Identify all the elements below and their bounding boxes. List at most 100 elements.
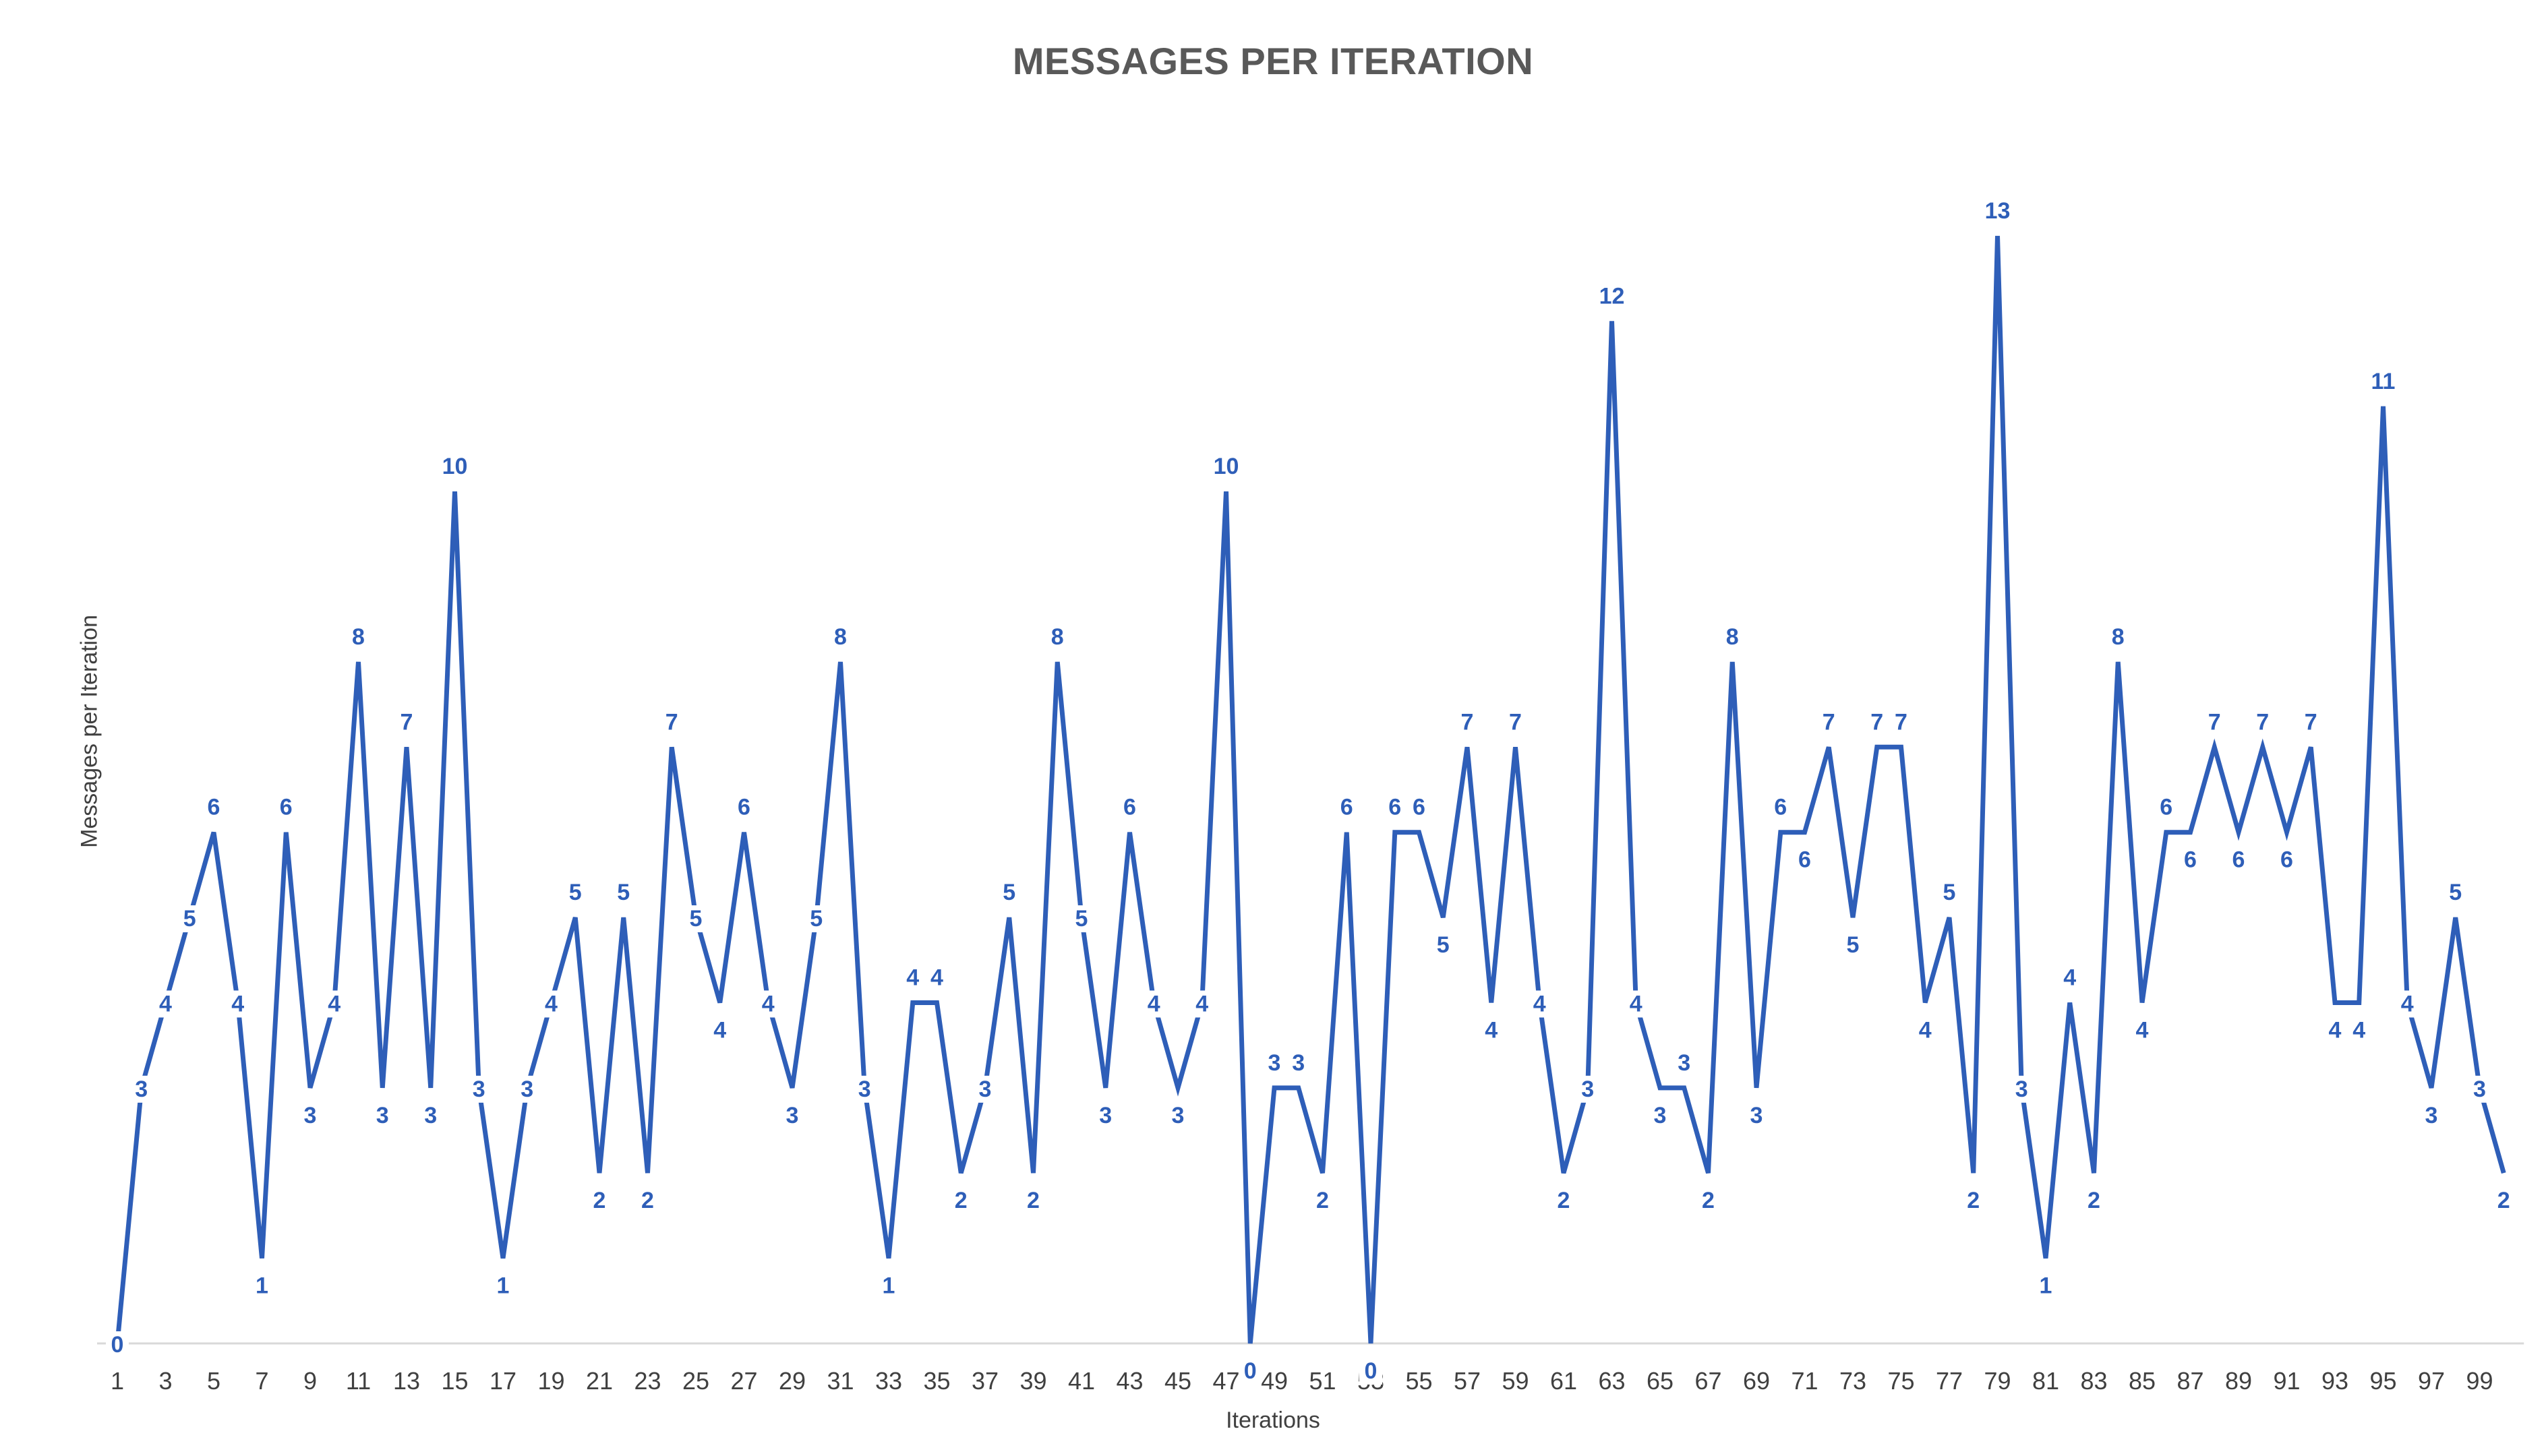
x-tick-labels: 1 3 5 7 9 11 13 15 17 19 21 23 25 27 29 31 33 35 37 39 41 43 4… <box>111 1367 2493 1395</box>
data-label: 6 <box>1798 847 1811 873</box>
x-tick-label: 47 <box>1212 1367 1239 1395</box>
data-label: 3 <box>1750 1103 1763 1128</box>
data-label: 3 <box>786 1103 799 1128</box>
data-label: 1 <box>497 1273 510 1299</box>
data-label: 0 <box>111 1332 124 1358</box>
data-label: 5 <box>690 906 703 932</box>
x-tick-label: 11 <box>346 1367 371 1395</box>
x-tick-label: 19 <box>537 1367 564 1395</box>
data-label: 2 <box>955 1188 968 1213</box>
data-label-background <box>1263 1049 1286 1076</box>
x-tick-label: 71 <box>1791 1367 1818 1395</box>
data-label: 1 <box>2040 1273 2052 1299</box>
data-label: 6 <box>1123 795 1136 820</box>
data-label-background <box>1576 1075 1599 1103</box>
x-tick-label: 21 <box>586 1367 613 1395</box>
data-label-background <box>1769 793 1792 821</box>
data-label: 5 <box>2449 880 2462 905</box>
data-label-background <box>2227 846 2250 874</box>
data-label-background <box>515 1075 539 1103</box>
data-label-background <box>492 1272 514 1300</box>
data-label-background <box>106 1331 129 1358</box>
data-label-background <box>250 1272 274 1300</box>
data-label-background <box>1600 282 1624 310</box>
data-label: 7 <box>2256 709 2269 735</box>
data-label: 2 <box>1967 1188 1980 1213</box>
data-label: 4 <box>1533 991 1546 1017</box>
data-label-background <box>1166 1101 1189 1129</box>
data-label: 6 <box>2280 847 2293 873</box>
data-label-background <box>129 1075 153 1103</box>
x-tick-label: 97 <box>2418 1367 2445 1395</box>
data-label-background <box>1528 990 1551 1018</box>
data-label: 6 <box>2184 847 2197 873</box>
data-label-background <box>202 793 225 821</box>
data-label: 4 <box>328 991 341 1017</box>
data-label: 4 <box>1148 991 1160 1017</box>
data-label: 4 <box>231 991 244 1017</box>
data-label-background <box>1359 1358 1382 1385</box>
data-label-background <box>2106 623 2130 650</box>
data-label-background <box>2131 1017 2154 1044</box>
data-label-background <box>684 905 707 933</box>
data-label: 3 <box>473 1076 485 1102</box>
data-label-background <box>588 1187 611 1215</box>
x-tick-label: 85 <box>2129 1367 2156 1395</box>
data-label-background <box>2347 1017 2371 1044</box>
data-label: 3 <box>2473 1076 2486 1102</box>
data-label-background <box>757 990 780 1018</box>
data-label-background <box>1841 932 1864 959</box>
data-label: 4 <box>1630 991 1642 1017</box>
data-label: 12 <box>1599 283 1625 309</box>
data-label: 6 <box>738 795 750 820</box>
data-label: 6 <box>1340 795 1353 820</box>
data-label: 6 <box>208 795 220 820</box>
data-label-background <box>274 793 298 821</box>
x-tick-label: 13 <box>393 1367 420 1395</box>
data-label: 3 <box>1099 1103 1112 1128</box>
data-label-background <box>1986 198 2009 224</box>
data-label-background <box>2396 990 2419 1018</box>
data-label: 10 <box>1214 454 1239 479</box>
data-label-background <box>612 879 635 907</box>
data-label-background <box>2179 846 2202 874</box>
x-tick-label: 29 <box>779 1367 806 1395</box>
data-label-background <box>1479 1017 1503 1044</box>
data-label: 5 <box>1943 880 1956 905</box>
data-label-background <box>322 990 346 1018</box>
data-label: 6 <box>2232 847 2245 873</box>
data-label-background <box>1214 453 1238 481</box>
x-tick-label: 43 <box>1116 1367 1143 1395</box>
data-label: 8 <box>834 624 847 650</box>
data-label-background <box>949 1187 973 1215</box>
data-label-background <box>299 1101 322 1129</box>
data-label-background <box>1745 1101 1768 1129</box>
x-tick-label: 55 <box>1405 1367 1432 1395</box>
data-label: 3 <box>1654 1103 1667 1128</box>
data-label-background <box>2034 1272 2057 1300</box>
x-tick-label: 17 <box>490 1367 516 1395</box>
data-label-background <box>419 1101 442 1129</box>
data-label-background <box>2323 1017 2346 1044</box>
data-label: 2 <box>2088 1188 2100 1213</box>
x-tick-label: 73 <box>1839 1367 1866 1395</box>
data-label: 6 <box>1413 795 1425 820</box>
data-label-background <box>1407 793 1431 821</box>
data-label: 8 <box>352 624 365 650</box>
data-label-background <box>1431 932 1455 959</box>
x-tick-label: 51 <box>1309 1367 1336 1395</box>
x-tick-label: 39 <box>1019 1367 1046 1395</box>
data-label-background <box>1961 1187 1985 1215</box>
data-label-background <box>2275 846 2299 874</box>
data-label-background <box>901 964 924 992</box>
data-label: 5 <box>1847 932 1860 958</box>
data-label: 2 <box>593 1188 606 1213</box>
data-label-background <box>1817 708 1841 736</box>
data-label: 8 <box>1726 624 1739 650</box>
data-label-background <box>1649 1101 1671 1129</box>
data-label: 5 <box>183 906 196 932</box>
data-label: 3 <box>858 1076 871 1102</box>
data-label-background <box>154 990 177 1018</box>
data-label: 3 <box>2015 1076 2028 1102</box>
